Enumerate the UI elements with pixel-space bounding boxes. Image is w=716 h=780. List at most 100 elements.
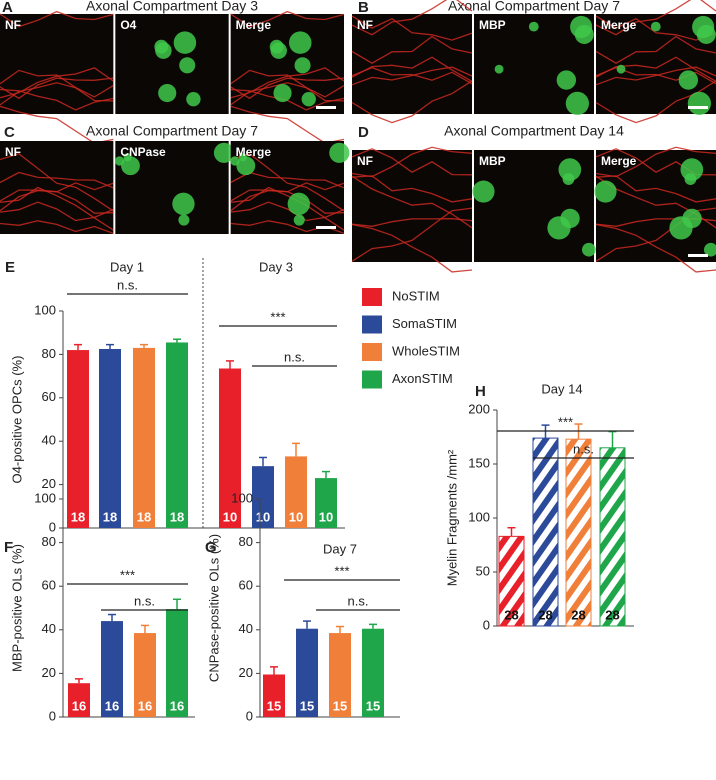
panel-title: Axonal Compartment Day 3 [86,0,258,14]
neurofilament [351,148,473,176]
cell [178,214,190,226]
panel-letter: G [205,539,217,556]
micrograph: NF [351,146,473,273]
neurofilament [351,0,473,36]
y-tick-label: 0 [246,708,253,723]
bar [252,466,274,528]
cell [692,15,715,39]
cell [121,156,140,176]
neurofilament [595,146,716,178]
scale-bar [688,254,708,257]
y-tick-label: 200 [468,401,490,416]
neurofilament [230,153,345,212]
micrograph: O4 [115,14,229,114]
cell [158,83,177,103]
micrograph: CNPase [114,141,235,234]
neurofilament [0,220,114,234]
panel-letter: E [5,259,15,276]
neurofilament [0,69,114,98]
sample-size: 10 [319,509,333,524]
sample-size: 15 [366,698,380,713]
panel-letter: C [4,124,15,141]
cell [289,31,312,54]
panel-letter: F [4,539,13,556]
y-tick-label: 20 [239,665,253,680]
significance-label: n.s. [284,349,305,364]
cell [570,15,593,39]
sample-size: 16 [105,698,119,713]
scale-bar [316,226,336,229]
cell [155,42,172,59]
significance-label: n.s. [348,593,369,608]
neurofilament [230,69,345,98]
bar [166,342,188,528]
significance-label: *** [120,567,135,582]
sample-size: 28 [538,607,552,622]
micrograph: Merge [595,0,716,124]
legend-swatch [362,343,382,361]
neurofilament [351,56,473,82]
neurofilament [351,15,473,41]
sample-size: 15 [333,698,347,713]
micrograph: NF [0,141,114,234]
sample-size: 15 [267,698,281,713]
bar [532,437,559,627]
bar [498,535,525,627]
cell [472,180,495,203]
neurofilament [230,82,344,106]
y-tick-label: 60 [42,578,56,593]
group-title: Day 3 [259,259,293,274]
legend-label: AxonSTIM [392,371,453,386]
panel-letter: H [475,383,486,400]
neurofilament [0,171,114,189]
y-axis-label: CNPase-positive OLs (%) [206,534,221,682]
significance-label: *** [270,309,285,324]
bar [565,438,592,627]
sample-size: 16 [138,698,152,713]
neurofilament [0,77,114,100]
cell [172,192,195,216]
bar [99,348,121,528]
micrograph: MBP [474,14,594,116]
significance-label: n.s. [573,441,594,456]
y-axis-label: MBP-positive OLs (%) [9,544,24,672]
sample-size: 28 [571,607,585,622]
micrograph: Merge [594,146,716,273]
sample-size: 10 [223,509,237,524]
neurofilament [0,10,114,28]
y-tick-label: 40 [42,433,56,448]
bar [134,633,156,717]
y-tick-label: 80 [42,534,56,549]
channel-label: Merge [601,154,637,168]
panel-letter: B [358,0,369,16]
sample-size: 28 [605,607,619,622]
neurofilament [351,80,473,124]
channel-label: O4 [120,18,136,32]
cell [179,57,196,74]
cell [704,242,716,257]
channel-label: CNPase [120,145,166,159]
neurofilament [230,186,345,231]
y-tick-label: 0 [49,708,56,723]
y-tick-label: 150 [468,455,490,470]
cell [682,208,702,229]
bar [166,609,188,717]
cell [582,242,596,257]
panel-title: Axonal Compartment Day 7 [448,0,620,14]
cell [558,158,582,181]
neurofilament [0,186,114,231]
micrograph-bg [352,14,472,114]
cell [293,214,305,226]
cell [650,21,661,32]
neurofilament [595,223,716,273]
significance-label: *** [558,414,573,429]
panel-title: Axonal Compartment Day 7 [86,123,258,139]
channel-label: Merge [236,145,272,159]
y-tick-label: 20 [42,665,56,680]
sample-size: 16 [72,698,86,713]
neurofilament [230,10,345,28]
channel-label: NF [5,18,21,32]
chart-title: Day 14 [541,381,582,396]
micrograph: NF [351,0,473,124]
channel-label: MBP [479,154,506,168]
